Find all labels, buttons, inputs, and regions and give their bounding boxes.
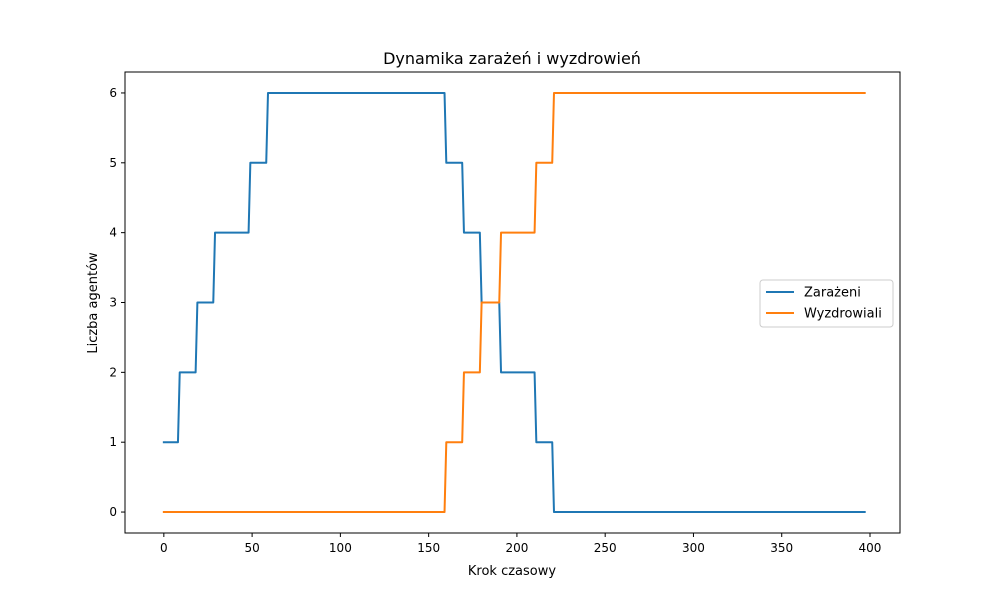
x-tick-label: 250: [594, 541, 617, 555]
x-tick-label: 100: [329, 541, 352, 555]
x-tick-label: 400: [859, 541, 882, 555]
x-axis-label: Krok czasowy: [468, 564, 556, 579]
x-tick-label: 0: [160, 541, 168, 555]
series-line-0: [162, 91, 866, 514]
x-tick-label: 150: [417, 541, 440, 555]
y-tick-label: 1: [109, 435, 117, 449]
chart-title: Dynamika zarażeń i wyzdrowień: [383, 49, 641, 68]
y-tick-label: 2: [109, 365, 117, 379]
y-tick-label: 3: [109, 296, 117, 310]
y-tick-label: 6: [109, 86, 117, 100]
y-tick-label: 5: [109, 156, 117, 170]
y-tick-label: 4: [109, 226, 117, 240]
legend-label-0: Zarażeni: [804, 286, 861, 301]
x-tick-label: 200: [505, 541, 528, 555]
x-tick-label: 350: [770, 541, 793, 555]
legend: Zarażeni Wyzdrowiali: [759, 279, 894, 328]
x-tick-label: 300: [682, 541, 705, 555]
axes: 0 50 100 150 200 250 300 350 400 0 1 2 3 4 5 6: [109, 71, 901, 555]
plot-area: [162, 91, 866, 514]
y-tick-label: 0: [109, 505, 117, 519]
series-line-1: [162, 91, 866, 514]
y-axis-label: Liczba agentów: [86, 252, 101, 354]
x-tick-label: 50: [244, 541, 259, 555]
legend-label-1: Wyzdrowiali: [804, 307, 882, 322]
